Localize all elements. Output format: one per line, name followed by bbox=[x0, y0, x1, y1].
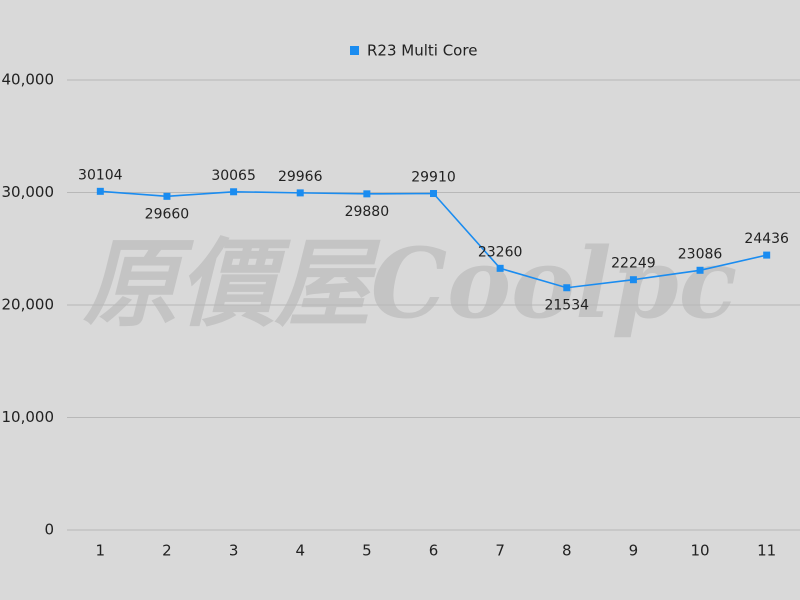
data-point bbox=[496, 264, 504, 272]
data-label: 23086 bbox=[678, 246, 723, 262]
data-label: 29660 bbox=[145, 206, 190, 222]
x-tick-label: 4 bbox=[295, 542, 305, 560]
data-point bbox=[163, 192, 171, 200]
x-tick-label: 1 bbox=[96, 542, 106, 560]
x-tick-label: 11 bbox=[757, 542, 776, 560]
y-tick-label: 40,000 bbox=[2, 71, 55, 89]
y-tick-label: 0 bbox=[44, 521, 54, 539]
data-label: 22249 bbox=[611, 256, 656, 272]
y-tick-label: 20,000 bbox=[2, 296, 55, 314]
x-tick-label: 5 bbox=[362, 542, 372, 560]
data-point bbox=[363, 190, 371, 198]
data-label: 21534 bbox=[544, 298, 589, 314]
x-tick-label: 6 bbox=[429, 542, 439, 560]
y-tick-label: 10,000 bbox=[2, 408, 55, 426]
data-label: 30104 bbox=[78, 167, 123, 183]
data-label: 23260 bbox=[478, 244, 523, 260]
x-tick-label: 2 bbox=[162, 542, 172, 560]
data-label: 30065 bbox=[211, 168, 256, 184]
legend-label: R23 Multi Core bbox=[367, 42, 477, 60]
x-tick-label: 10 bbox=[690, 542, 709, 560]
watermark: 原價屋Coolpc bbox=[83, 227, 738, 340]
data-label: 24436 bbox=[744, 231, 789, 247]
data-point bbox=[763, 251, 771, 259]
x-tick-label: 3 bbox=[229, 542, 239, 560]
x-tick-label: 9 bbox=[629, 542, 639, 560]
data-label: 29966 bbox=[278, 169, 323, 185]
data-point bbox=[230, 188, 238, 196]
data-point bbox=[96, 187, 104, 195]
data-label: 29880 bbox=[345, 204, 390, 220]
x-tick-label: 8 bbox=[562, 542, 572, 560]
y-tick-label: 30,000 bbox=[2, 183, 55, 201]
data-point bbox=[696, 266, 704, 274]
data-point bbox=[629, 276, 637, 284]
data-point bbox=[296, 189, 304, 197]
data-point bbox=[563, 284, 571, 292]
legend-swatch bbox=[350, 46, 359, 55]
data-label: 29910 bbox=[411, 170, 456, 186]
data-point bbox=[430, 190, 437, 198]
x-tick-label: 7 bbox=[495, 542, 505, 560]
